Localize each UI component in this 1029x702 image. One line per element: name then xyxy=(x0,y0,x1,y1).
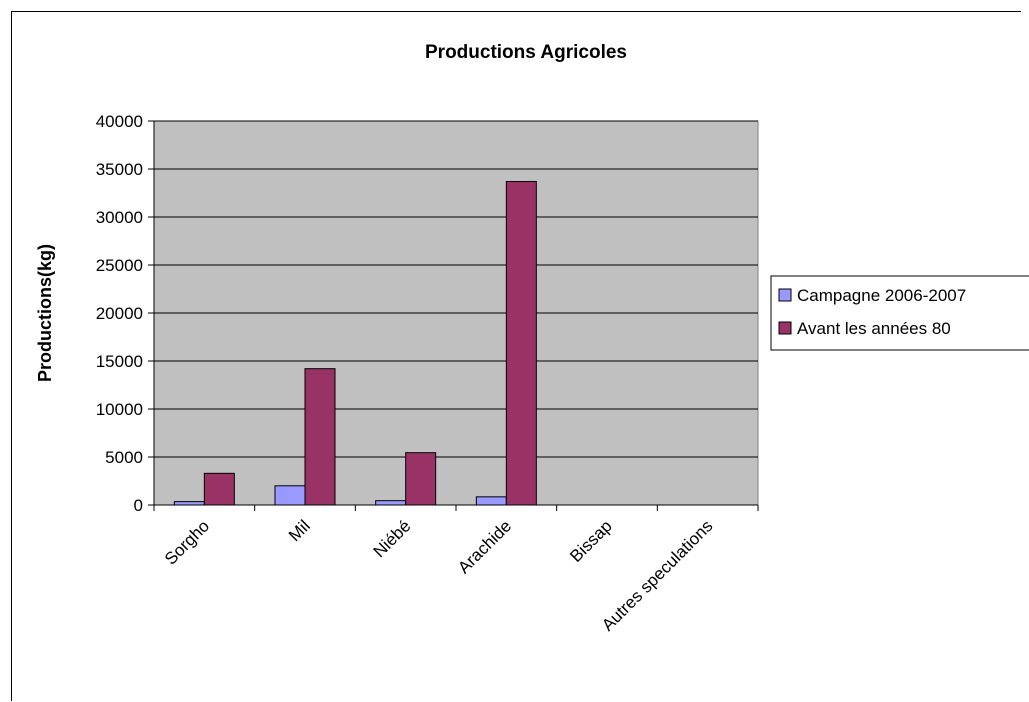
legend-swatch xyxy=(778,288,792,302)
y-tick-label: 0 xyxy=(134,496,143,515)
bar xyxy=(274,485,306,506)
legend: Campagne 2006-2007 Avant les années 80 xyxy=(770,275,1029,351)
bars xyxy=(173,180,537,506)
y-tick-label: 10000 xyxy=(96,400,143,419)
gridlines xyxy=(154,120,758,458)
chart-title: Productions Agricoles xyxy=(425,42,627,63)
x-tick-label: Niébé xyxy=(370,516,415,561)
x-tick-label: Autres speculations xyxy=(598,516,716,634)
y-tick-label: 35000 xyxy=(96,160,143,179)
axes xyxy=(148,120,759,511)
y-tick-label: 40000 xyxy=(96,112,143,131)
bar xyxy=(304,368,336,506)
bar xyxy=(173,501,205,506)
legend-items: Campagne 2006-2007 Avant les années 80 xyxy=(778,286,966,338)
bar xyxy=(375,500,407,506)
legend-swatch xyxy=(778,321,792,335)
bar xyxy=(475,496,507,506)
y-tick-label: 5000 xyxy=(105,448,143,467)
y-tick-label: 25000 xyxy=(96,256,143,275)
bar xyxy=(505,180,537,506)
bar xyxy=(405,452,437,506)
y-tick-label: 20000 xyxy=(96,304,143,323)
y-axis-label: Productions(kg) xyxy=(35,244,55,382)
y-tick-label: 15000 xyxy=(96,352,143,371)
legend-label: Campagne 2006-2007 xyxy=(797,286,966,305)
legend-box xyxy=(770,275,1029,351)
x-tick-label: Bissap xyxy=(566,516,616,566)
x-tick-label: Arachide xyxy=(454,516,515,577)
x-tick-label: Mil xyxy=(285,516,314,545)
legend-label: Avant les années 80 xyxy=(797,319,951,338)
y-tick-label: 30000 xyxy=(96,208,143,227)
x-tick-label: Sorgho xyxy=(161,516,213,568)
bar xyxy=(203,472,235,506)
chart-frame xyxy=(11,11,1021,701)
y-tick-labels: 0 5000 10000 15000 20000 25000 30000 35000 40000 xyxy=(96,112,143,515)
